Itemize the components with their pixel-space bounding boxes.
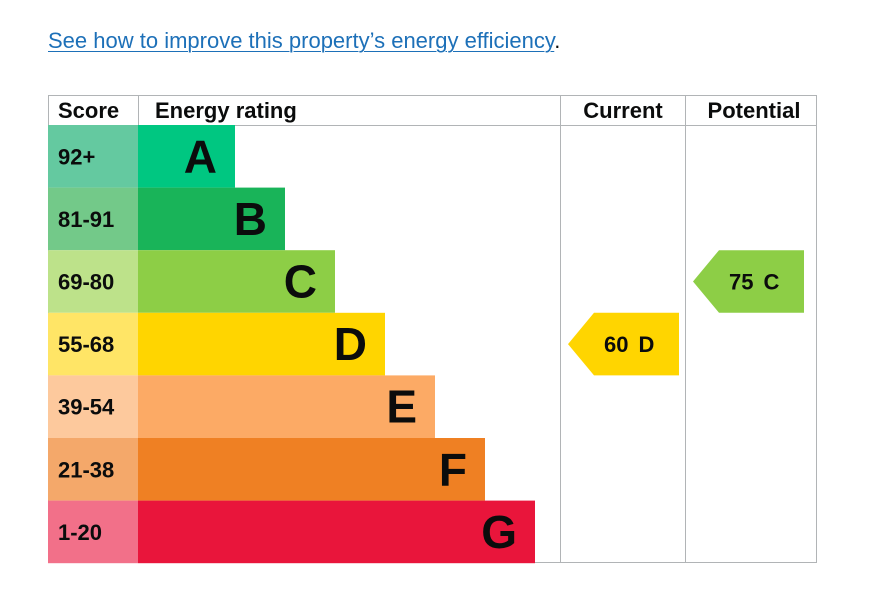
- rating-letter-f: F: [439, 443, 467, 495]
- improve-efficiency-link[interactable]: See how to improve this property’s energ…: [48, 28, 555, 53]
- score-cell-e: [48, 375, 138, 438]
- rating-bar-a: [138, 125, 235, 188]
- rating-bar-c: [138, 250, 335, 313]
- score-range-d: 55-68: [58, 332, 114, 357]
- score-cell-c: [48, 250, 138, 313]
- header-energy-rating: Energy rating: [155, 98, 297, 123]
- rating-letter-e: E: [386, 381, 417, 433]
- score-range-b: 81-91: [58, 207, 114, 232]
- score-cell-a: [48, 125, 138, 188]
- current-rating-letter: D: [639, 332, 655, 357]
- energy-efficiency-link-line: See how to improve this property’s energ…: [48, 28, 560, 54]
- score-cell-g: [48, 500, 138, 564]
- rating-arrows: 60 D 75 C: [568, 250, 804, 376]
- score-range-e: 39-54: [58, 395, 115, 420]
- header-potential: Potential: [708, 98, 801, 123]
- potential-rating-letter: C: [764, 270, 780, 295]
- score-cell-d: [48, 312, 138, 376]
- header-score: Score: [58, 98, 119, 123]
- potential-rating-arrow: [693, 250, 804, 313]
- score-range-a: 92+: [58, 144, 95, 169]
- rating-letter-d: D: [334, 318, 367, 370]
- score-range-c: 69-80: [58, 270, 114, 295]
- header-current: Current: [583, 98, 663, 123]
- rating-letter-g: G: [481, 506, 517, 558]
- score-cell-b: [48, 187, 138, 251]
- rating-bands: 92+ A 81-91 B 69-80 C 55-68 D 39-54 E 21-38 F 1-20 G: [48, 125, 535, 564]
- link-trailing-period: .: [554, 28, 561, 53]
- rating-letter-b: B: [234, 193, 267, 245]
- potential-rating-value: 75: [729, 270, 753, 295]
- rating-bar-e: [138, 375, 435, 438]
- current-rating-arrow: [568, 312, 679, 376]
- rating-letter-c: C: [284, 256, 317, 308]
- score-range-g: 1-20: [58, 520, 102, 545]
- rating-bar-b: [138, 187, 285, 251]
- current-rating-value: 60: [604, 332, 628, 357]
- rating-bar-d: [138, 312, 385, 376]
- rating-bar-f: [138, 438, 485, 501]
- score-cell-f: [48, 438, 138, 501]
- score-range-f: 21-38: [58, 457, 114, 482]
- rating-bar-g: [138, 500, 535, 564]
- rating-letter-a: A: [184, 130, 217, 182]
